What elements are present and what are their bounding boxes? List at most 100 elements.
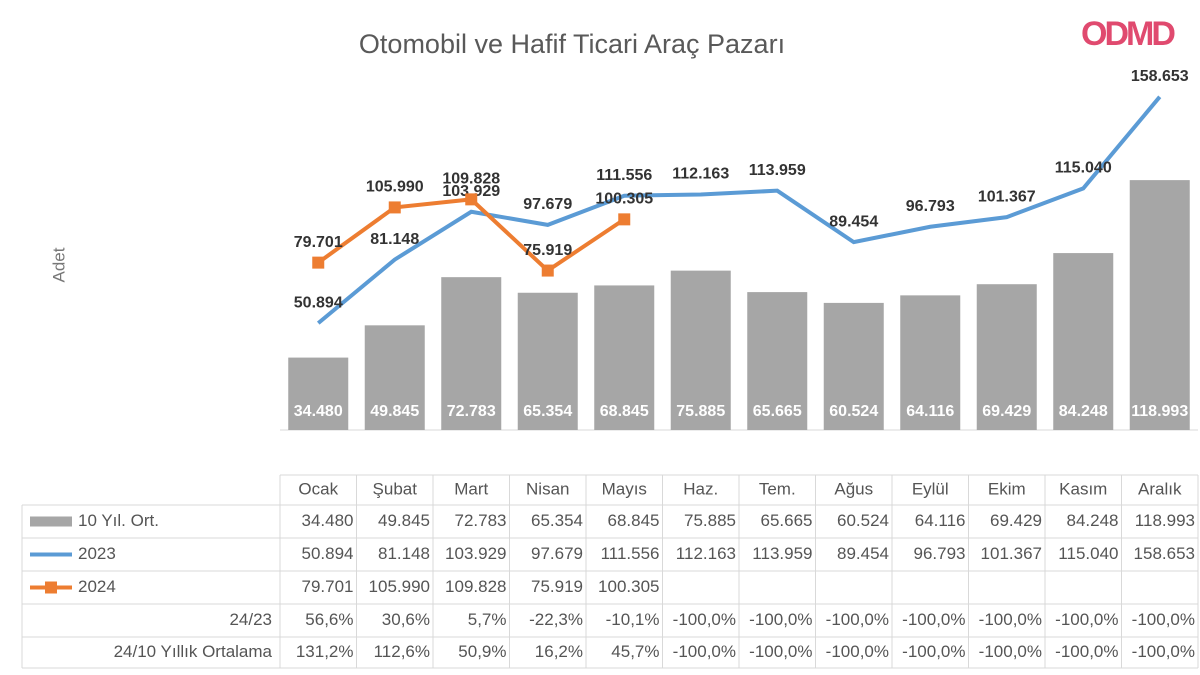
bar-value-label: 69.429 <box>982 403 1031 420</box>
y-axis-label: Adet <box>49 247 68 282</box>
line-value-label: 113.959 <box>749 162 806 179</box>
table-cell: 112,6% <box>374 642 430 661</box>
table-cell: 65.354 <box>531 511 583 530</box>
table-cell: 75.885 <box>684 511 736 530</box>
line-value-label: 79.701 <box>294 234 343 251</box>
table-cell: 113.959 <box>752 544 812 563</box>
table-cell: 97.679 <box>531 544 583 563</box>
table-cell: 112.163 <box>676 544 736 563</box>
legend-marker <box>45 581 57 594</box>
x-tick-label: Mayıs <box>602 479 647 498</box>
legend-swatch <box>30 516 72 527</box>
row-label: 24/10 Yıllık Ortalama <box>114 642 273 661</box>
bar-value-label: 60.524 <box>829 403 878 420</box>
table-cell: 75.919 <box>531 577 583 596</box>
table-cell: -100,0% <box>1055 642 1118 661</box>
chart-title: Otomobil ve Hafif Ticari Araç Pazarı <box>359 29 785 59</box>
line-value-label: 158.653 <box>1131 68 1189 85</box>
table-cell: 50,9% <box>458 642 506 661</box>
table-cell: -100,0% <box>749 642 812 661</box>
line <box>316 95 1162 325</box>
table-cell: 158.653 <box>1134 544 1195 563</box>
x-tick-label: Ağus <box>834 479 873 498</box>
table-cell: 45,7% <box>611 642 659 661</box>
bar <box>517 292 578 430</box>
table-cell: -100,0% <box>979 642 1042 661</box>
x-tick-label: Nisan <box>526 479 569 498</box>
line-value-label: 105.990 <box>366 179 424 196</box>
table-cell: -100,0% <box>1132 642 1195 661</box>
table-cell: 100.305 <box>598 577 659 596</box>
table-cell: 105.990 <box>369 577 430 596</box>
x-tick-label: Haz. <box>683 479 718 498</box>
x-tick-label: Eylül <box>912 479 949 498</box>
bar <box>441 277 502 430</box>
table-cell: 81.148 <box>378 544 430 563</box>
bar <box>1129 180 1190 430</box>
bar-value-label: 34.480 <box>294 403 343 420</box>
x-tick-label: Aralık <box>1138 479 1182 498</box>
table-cell: 103.929 <box>445 544 506 563</box>
bar-value-label: 49.845 <box>370 403 419 420</box>
line-value-label: 75.919 <box>523 242 572 259</box>
bar <box>1053 253 1114 430</box>
marker <box>541 264 554 277</box>
bar <box>976 284 1037 430</box>
line-value-label: 112.163 <box>672 166 729 183</box>
bar-value-label: 64.116 <box>906 403 954 420</box>
table-cell: 34.480 <box>302 511 354 530</box>
table-cell: 16,2% <box>535 642 583 661</box>
x-tick-label: Ocak <box>298 479 338 498</box>
table-cell: 50.894 <box>302 544 354 563</box>
x-tick-label: Tem. <box>759 479 796 498</box>
table-cell: 111.556 <box>601 544 660 563</box>
bar-value-label: 68.845 <box>600 403 649 420</box>
table-cell: 69.429 <box>990 511 1042 530</box>
line-value-label: 101.367 <box>978 188 1036 205</box>
table-cell: -100,0% <box>902 610 965 629</box>
x-tick-label: Mart <box>454 479 488 498</box>
line-value-label: 100.305 <box>595 191 653 208</box>
table-cell: 68.845 <box>608 511 660 530</box>
table-cell: 64.116 <box>915 511 966 530</box>
table-cell: 79.701 <box>302 577 354 596</box>
line-value-label: 115.040 <box>1055 160 1112 177</box>
table-cell: -100,0% <box>979 610 1042 629</box>
table-cell: -100,0% <box>902 642 965 661</box>
line-value-label: 111.556 <box>596 167 652 184</box>
table-cell: 49.845 <box>378 511 430 530</box>
line-value-label: 89.454 <box>829 213 878 230</box>
table-cell: 109.828 <box>445 577 506 596</box>
line-value-label: 96.793 <box>906 198 955 215</box>
table-cell: 89.454 <box>837 544 889 563</box>
table-cell: 65.665 <box>761 511 813 530</box>
bar-value-label: 84.248 <box>1059 403 1108 420</box>
table-cell: -22,3% <box>529 610 583 629</box>
x-tick-label: Şubat <box>373 479 418 498</box>
bar <box>670 270 731 430</box>
table-cell: -100,0% <box>826 610 889 629</box>
x-tick-label: Kasım <box>1059 479 1107 498</box>
marker <box>618 213 631 226</box>
x-tick-label: Ekim <box>988 479 1026 498</box>
line-value-label: 103.929 <box>442 183 500 200</box>
table-cell: -100,0% <box>749 610 812 629</box>
table-cell: -100,0% <box>826 642 889 661</box>
row-label: 24/23 <box>229 610 272 629</box>
table-cell: -100,0% <box>1055 610 1118 629</box>
legend-label: 2024 <box>78 577 116 596</box>
table-cell: 118.993 <box>1135 511 1195 530</box>
bar-value-label: 65.665 <box>753 403 802 420</box>
bar-value-label: 72.783 <box>447 403 496 420</box>
bar-value-label: 118.993 <box>1131 403 1188 420</box>
table-cell: -10,1% <box>606 610 660 629</box>
marker <box>388 201 401 214</box>
table-cell: 101.367 <box>981 544 1042 563</box>
table-cell: 56,6% <box>305 610 353 629</box>
legend-label: 10 Yıl. Ort. <box>78 511 159 530</box>
bar-value-label: 65.354 <box>523 403 572 420</box>
line-value-label: 81.148 <box>370 231 419 248</box>
marker <box>465 193 478 206</box>
table-cell: 60.524 <box>837 511 889 530</box>
